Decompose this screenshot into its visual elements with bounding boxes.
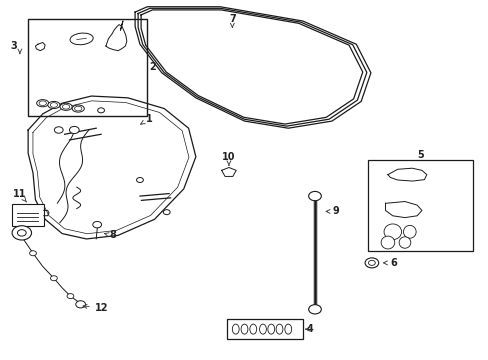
Text: 1: 1 [141,113,153,124]
Text: 9: 9 [325,206,339,216]
Ellipse shape [48,102,60,109]
Text: 11: 11 [13,189,26,202]
Bar [368,160,472,251]
Ellipse shape [259,324,266,334]
Circle shape [67,294,74,298]
Ellipse shape [232,324,239,334]
Ellipse shape [380,236,394,249]
Circle shape [365,258,378,268]
Ellipse shape [37,100,49,107]
Ellipse shape [39,101,46,105]
Ellipse shape [383,224,401,240]
Circle shape [30,251,36,256]
Circle shape [54,127,63,133]
Circle shape [368,260,374,265]
Text: 2: 2 [149,63,156,72]
Ellipse shape [60,103,72,111]
Text: 5: 5 [417,150,423,160]
Text: 3: 3 [10,41,17,51]
Circle shape [136,177,143,183]
Text: 7: 7 [228,14,235,27]
Circle shape [93,221,102,228]
Text: 10: 10 [222,153,235,165]
Ellipse shape [50,103,58,107]
Text: 6: 6 [383,258,396,268]
Text: 12: 12 [83,302,108,312]
Circle shape [308,305,321,314]
Ellipse shape [276,324,283,334]
Ellipse shape [267,324,274,334]
Ellipse shape [72,105,84,112]
Text: 4: 4 [306,324,313,334]
Circle shape [163,210,170,215]
Ellipse shape [403,225,415,238]
Ellipse shape [70,33,93,45]
Ellipse shape [241,324,247,334]
Text: 8: 8 [109,230,116,240]
Circle shape [76,301,85,308]
Circle shape [69,126,79,134]
Ellipse shape [249,324,256,334]
Ellipse shape [62,104,70,109]
Bar [12,204,43,226]
Circle shape [308,192,321,201]
Ellipse shape [74,106,81,111]
Bar [227,319,302,339]
Ellipse shape [398,237,410,248]
Circle shape [12,226,31,240]
Bar [28,19,147,116]
Circle shape [18,230,26,236]
Circle shape [98,108,104,113]
Circle shape [50,276,57,281]
Ellipse shape [285,324,291,334]
